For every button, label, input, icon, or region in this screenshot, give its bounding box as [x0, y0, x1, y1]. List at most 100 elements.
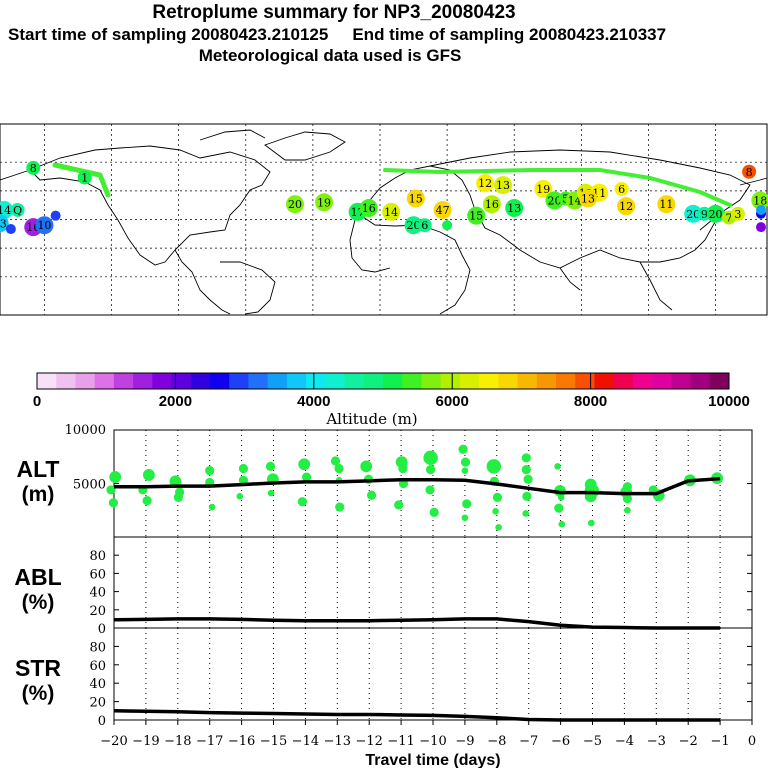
x-tick-label: −20	[100, 734, 127, 749]
alt-scatter-point	[142, 496, 152, 506]
colorbar-tick-label: 6000	[436, 393, 469, 410]
plume-point: 12	[476, 174, 495, 193]
plume-point	[442, 220, 453, 231]
colorbar-swatch	[709, 373, 730, 389]
colorbar-swatch	[652, 373, 672, 389]
plume-point-label: 5	[562, 192, 569, 205]
alt-scatter-point	[461, 467, 469, 474]
plume-point	[50, 210, 61, 221]
colorbar-swatch	[632, 373, 653, 389]
plume-point-label: 8	[746, 166, 753, 179]
plume-point-marker	[442, 220, 453, 231]
plume-point-marker	[35, 216, 54, 235]
alt-scatter-point	[398, 463, 408, 474]
plume-point-label: 19	[317, 196, 331, 209]
plume-point-marker	[657, 195, 676, 214]
plume-point-marker	[50, 210, 61, 221]
x-tick-label: −4	[615, 734, 634, 749]
alt-scatter-point	[143, 469, 155, 481]
alt-scatter-point	[236, 493, 244, 500]
plume-point-label: 14	[384, 206, 398, 219]
panel-ylabel: ABL	[14, 564, 61, 590]
x-tick-label: −5	[583, 734, 602, 749]
world-map: 8114Q13161020191716141547206151213131619…	[0, 123, 768, 316]
plume-point-label: 8	[30, 162, 37, 175]
plume-point-label: 13	[0, 217, 7, 230]
plume-point-label: 12	[619, 200, 633, 213]
alt-scatter-point	[367, 490, 377, 500]
alt-scatter-point	[360, 460, 373, 473]
plume-point: 10	[35, 216, 54, 235]
plume-point: 15	[467, 206, 486, 225]
plume-point-marker	[404, 216, 423, 235]
alt-scatter-point	[521, 464, 531, 475]
x-tick-label: 0	[748, 734, 756, 749]
colorbar-swatch	[325, 373, 346, 389]
colorbar-swatches	[37, 373, 730, 389]
plume-point: 20	[684, 204, 703, 223]
plume-point-label: 10	[37, 219, 51, 232]
colorbar-swatch	[171, 373, 192, 389]
alt-scatter-point	[522, 491, 532, 501]
plume-point: 16	[482, 195, 501, 214]
plume-point: 20	[404, 216, 423, 235]
plume-point-label: 20	[709, 208, 723, 221]
plume-points: 8114Q13161020191716141547206151213131619…	[0, 160, 768, 237]
plume-point: 19	[534, 179, 553, 198]
colorbar-swatch	[210, 373, 230, 389]
panel-ylabel-unit: (%)	[22, 591, 55, 614]
plume-point-label: 20	[288, 198, 302, 211]
plume-point-marker	[756, 204, 766, 215]
colorbar-swatch	[402, 373, 422, 389]
panel-ylabel: STR	[15, 655, 61, 681]
plume-point-label: 12	[478, 177, 492, 190]
altitude-colorbar: 0 2000 4000 6000 8000 10000 Altitude (m)	[33, 372, 750, 428]
alt-scatter-point	[238, 463, 248, 474]
plume-point-marker	[614, 181, 629, 196]
plume-point-marker	[730, 206, 745, 221]
met-data-label: Meteorological data used is GFS	[198, 46, 462, 65]
plume-point-label: 20	[407, 219, 421, 232]
plume-point-label: 13	[496, 179, 510, 192]
colorbar-swatch	[94, 373, 115, 389]
x-tick-label: −2	[679, 734, 698, 749]
x-tick-label: −12	[355, 734, 382, 749]
x-tick-label: −10	[419, 734, 446, 749]
plume-point: 20	[285, 195, 304, 214]
alt-scatter-point	[486, 459, 501, 474]
alt-scatter-point	[330, 456, 341, 466]
alt-scatter-point	[297, 497, 307, 507]
plume-point: 8	[26, 160, 41, 175]
plume-point: 47	[433, 200, 452, 219]
alt-scatter-point	[622, 493, 633, 504]
x-tick-label: −9	[455, 734, 474, 749]
plume-point-label: 19	[536, 183, 550, 196]
alt-median-line	[114, 476, 721, 496]
sampling-times: Start time of sampling 20080423.210125 En…	[0, 25, 768, 45]
colorbar-swatch	[459, 373, 480, 389]
y-tick-label: 10000	[65, 423, 106, 438]
alt-scatter-point	[557, 494, 565, 501]
plume-point	[756, 204, 766, 215]
plume-point-marker	[476, 174, 495, 193]
plume-point: 20	[706, 204, 725, 223]
alt-scatter-point	[460, 457, 471, 467]
alt-scatter-point	[109, 471, 122, 483]
plume-point-marker	[26, 160, 41, 175]
colorbar-swatch	[671, 373, 692, 389]
y-tick-label: 80	[89, 549, 106, 564]
panel-series-line	[113, 709, 721, 722]
colorbar-swatch	[190, 373, 211, 389]
plume-point: 18	[751, 191, 768, 210]
plume-point-marker	[742, 164, 757, 179]
colorbar-tick-label: 8000	[574, 393, 607, 410]
map-frame	[0, 123, 768, 316]
x-tick-label: −11	[387, 734, 414, 749]
x-tick-label: −17	[196, 734, 223, 749]
colorbar-swatch	[479, 373, 499, 389]
plume-point-label: 9	[701, 208, 708, 221]
colorbar-swatch	[556, 373, 576, 389]
plume-point-label: 6	[618, 183, 625, 196]
colorbar-swatch	[286, 373, 307, 389]
alt-scatter-point	[426, 464, 436, 475]
